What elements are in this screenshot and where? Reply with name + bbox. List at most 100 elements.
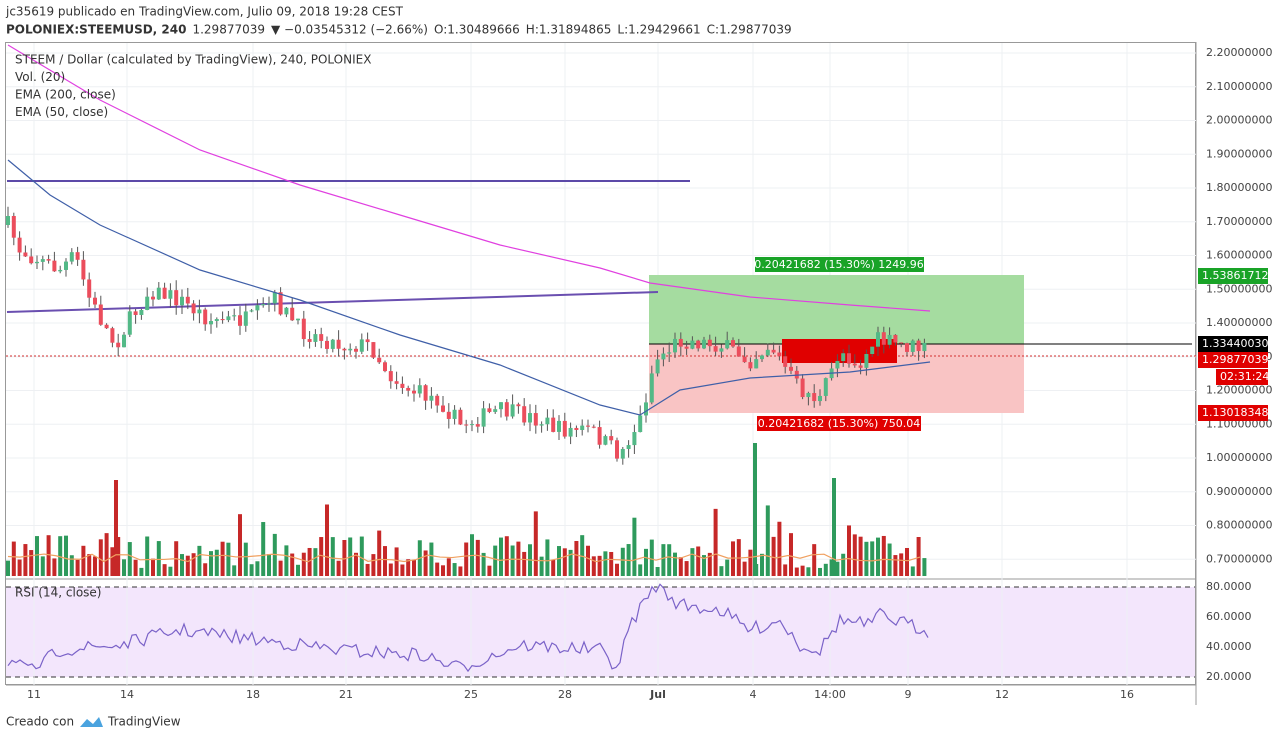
volume-bar (684, 561, 689, 576)
volume-bar (423, 550, 428, 576)
candle (435, 395, 440, 406)
volume-bar (429, 542, 434, 576)
candle (557, 420, 561, 432)
volume-bar (615, 563, 619, 576)
candle (800, 378, 805, 398)
candle (365, 339, 370, 343)
volume-bar (655, 567, 660, 576)
change: ▼ −0.03545312 (−2.66%) (271, 23, 428, 37)
candle (296, 318, 300, 321)
candle (261, 304, 266, 306)
ohlc-value: 1.29429661 (628, 23, 701, 37)
volume-bar (493, 545, 498, 576)
volume-bar (168, 566, 173, 576)
candle (887, 334, 892, 345)
candle (644, 402, 648, 416)
volume-bar (197, 545, 202, 576)
footer-created: Creado con (6, 715, 74, 729)
volume-bar (777, 521, 782, 576)
candle (905, 343, 909, 352)
candle (348, 348, 353, 351)
volume-bar (452, 563, 457, 576)
volume-bar (864, 541, 869, 576)
volume-bar (23, 544, 28, 576)
volume-bar (145, 536, 150, 576)
loss-label-bg (757, 416, 921, 431)
candle (580, 425, 585, 430)
candle (893, 334, 898, 343)
volume-bar (359, 536, 364, 576)
candle (330, 339, 335, 349)
price-tag (1216, 369, 1268, 385)
legend-item: EMA (200, close) (15, 88, 116, 102)
volume-bar (336, 560, 341, 576)
loss-label: 0.20421682 (15.30%) 750.04 (758, 417, 921, 430)
candle (87, 279, 92, 298)
candle (545, 417, 550, 425)
candle (823, 378, 828, 396)
volume-bar (93, 556, 97, 576)
volume-bar (261, 522, 266, 576)
candle (597, 427, 602, 445)
volume-bar (876, 537, 880, 576)
candle (243, 311, 248, 326)
volume-bar (835, 561, 840, 576)
candle (29, 256, 34, 264)
time-axis-label: 4 (750, 688, 757, 701)
price-tag-label: 1.29877039 (1202, 353, 1268, 366)
rsi-axis-label: 20.0000 (1206, 670, 1252, 683)
candle (702, 339, 706, 349)
volume-bar (69, 555, 74, 576)
candle (307, 339, 312, 342)
symbol: POLONIEX:STEEMUSD, 240 (6, 23, 186, 37)
volume-bar (330, 537, 335, 576)
candle (603, 436, 608, 445)
candle (301, 318, 306, 340)
volume-bar (17, 559, 22, 576)
rsi-legend: RSI (14, close) (15, 586, 101, 600)
candle (319, 334, 324, 341)
candle (290, 307, 295, 321)
candle (870, 346, 875, 354)
candle (864, 353, 869, 368)
chart-area (5, 42, 1197, 705)
price-axis-label: 0.80000000 (1206, 519, 1272, 532)
volume-bar (87, 554, 92, 576)
candle (226, 316, 231, 321)
profit-label-bg (755, 257, 924, 272)
volume-bar (905, 547, 909, 576)
volume-bar (307, 547, 312, 576)
volume-bar (238, 514, 242, 576)
candle (725, 340, 730, 349)
volume-bar (35, 536, 39, 576)
volume-bar (899, 553, 904, 576)
volume-bar (667, 544, 672, 576)
candle (75, 252, 80, 260)
volume-bar (707, 552, 712, 576)
candle (638, 415, 643, 433)
volume-bar (504, 536, 509, 576)
candle (464, 424, 469, 426)
candle (255, 305, 260, 311)
candle (388, 371, 393, 382)
volume-bar (881, 535, 886, 576)
candle (209, 321, 213, 325)
candle (11, 216, 16, 238)
candle (174, 290, 179, 306)
profit-zone (649, 275, 1024, 344)
candle (377, 357, 382, 363)
volume-bar (609, 551, 614, 576)
volume-bar (52, 558, 57, 576)
candle (707, 339, 712, 347)
candle (272, 292, 277, 304)
volume-bar (823, 563, 828, 576)
footer-brand: TradingView (107, 715, 181, 729)
candle (765, 349, 770, 356)
candle (64, 261, 68, 270)
candle (615, 440, 619, 459)
price-axis-label: 1.60000000 (1206, 249, 1272, 262)
candle (458, 409, 463, 425)
volume-bar (301, 552, 306, 576)
candle (899, 342, 904, 344)
